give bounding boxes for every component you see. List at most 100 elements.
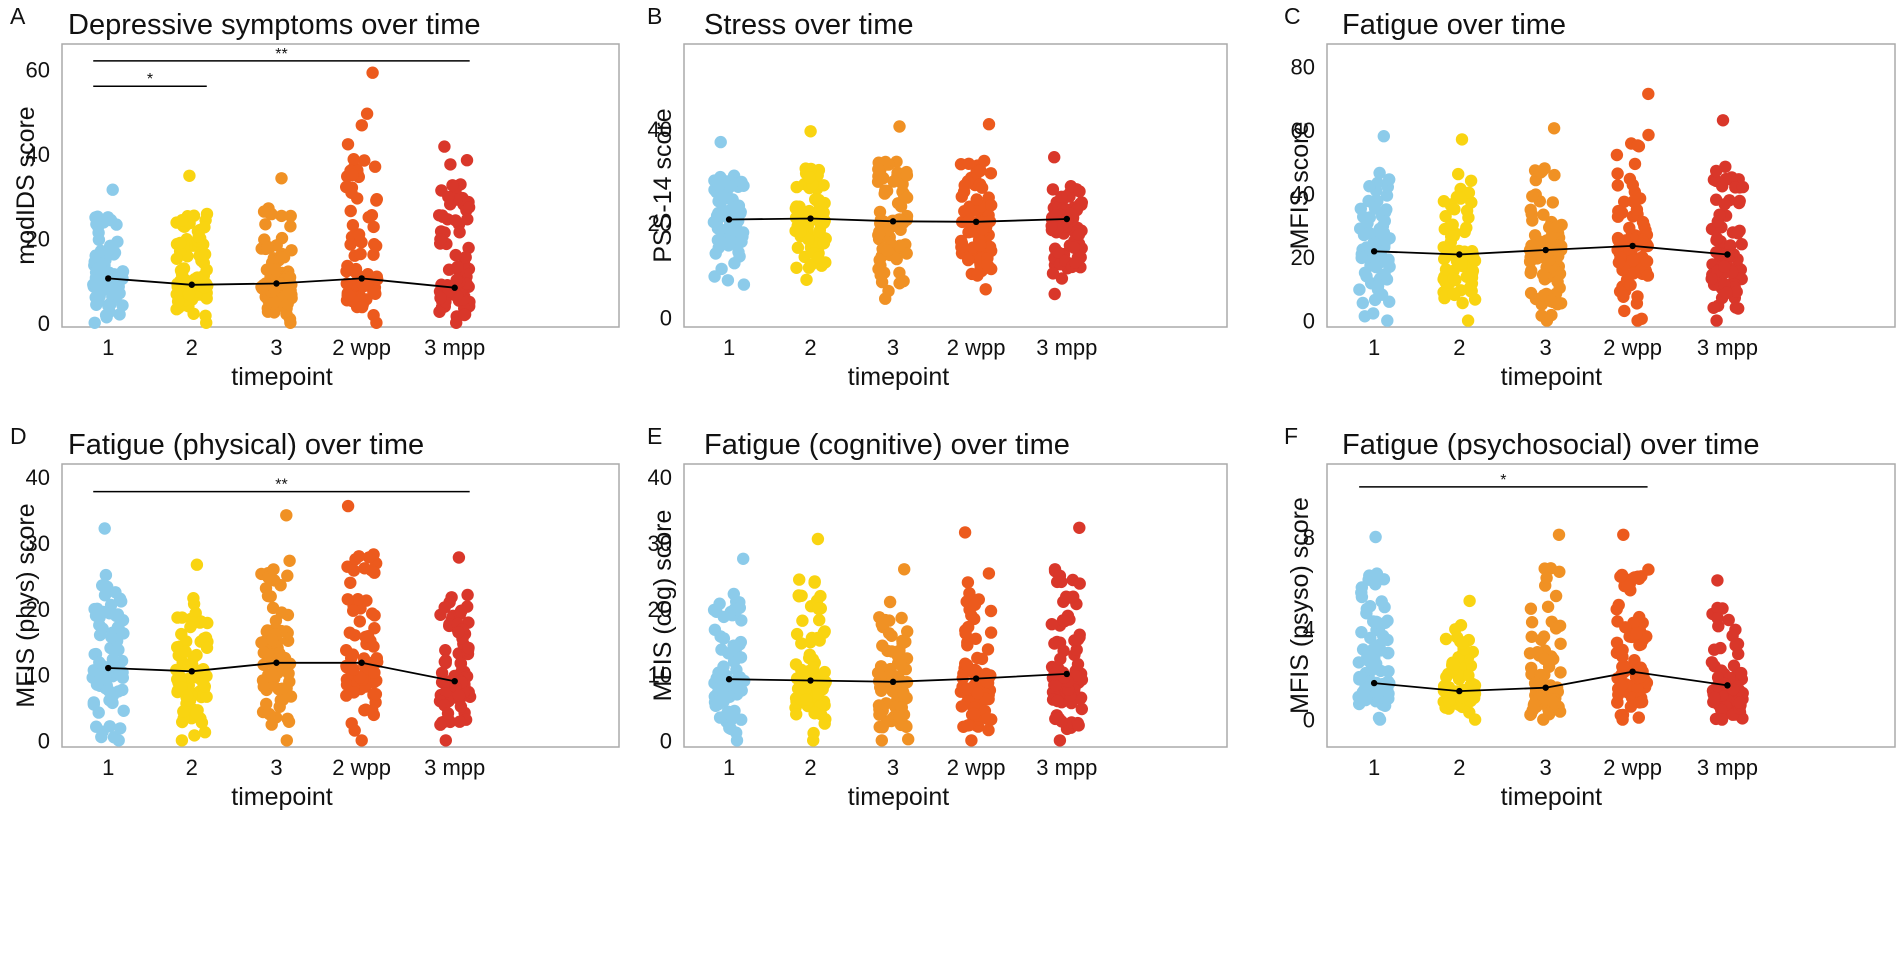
x-tick-label: 3 mpp	[1697, 335, 1758, 360]
y-tick-label: 10	[648, 663, 672, 688]
mean-marker	[1629, 668, 1636, 675]
data-point	[955, 700, 968, 713]
data-point	[1710, 314, 1723, 327]
data-point	[355, 300, 369, 314]
data-point	[355, 734, 368, 747]
data-point	[452, 626, 465, 639]
data-point	[1071, 658, 1085, 671]
data-point	[434, 291, 447, 305]
data-point	[201, 279, 214, 293]
data-point	[1367, 307, 1380, 320]
data-point	[713, 597, 726, 610]
data-point	[730, 734, 744, 747]
data-point	[1046, 183, 1060, 196]
data-point	[461, 588, 474, 602]
mean-marker	[188, 281, 195, 288]
mean-marker	[1063, 670, 1071, 678]
data-point	[1525, 630, 1538, 643]
data-point	[280, 509, 293, 522]
data-point	[1075, 702, 1089, 716]
data-point	[1438, 252, 1451, 266]
data-point	[1705, 656, 1719, 669]
x-tick-label: 3 mpp	[1036, 335, 1097, 360]
x-tick-label: 2 wpp	[947, 755, 1006, 780]
x-axis-label: timepoint	[231, 363, 332, 391]
data-point	[1554, 666, 1567, 679]
data-point	[902, 733, 915, 746]
data-point	[901, 625, 914, 638]
data-point	[284, 209, 297, 223]
data-point	[1735, 666, 1748, 680]
data-point	[808, 576, 821, 589]
data-point	[1072, 719, 1085, 732]
data-point	[1053, 734, 1067, 747]
data-point	[971, 269, 984, 282]
data-point	[1466, 264, 1480, 278]
data-point	[1462, 669, 1475, 682]
data-point	[871, 175, 885, 188]
data-point	[1465, 284, 1478, 298]
data-point	[1447, 658, 1461, 671]
data-point	[962, 253, 975, 267]
panel-title: Fatigue (psychosocial) over time	[1342, 429, 1759, 461]
data-point	[1708, 643, 1721, 656]
data-point	[183, 169, 196, 182]
data-point	[180, 635, 193, 648]
data-point	[452, 647, 465, 660]
data-point	[899, 635, 912, 648]
data-point	[1726, 629, 1739, 642]
data-point	[735, 235, 748, 248]
data-point	[1710, 164, 1723, 178]
data-point	[442, 190, 455, 204]
mean-marker	[725, 216, 733, 223]
data-point	[790, 627, 804, 641]
data-point	[340, 265, 353, 278]
data-point	[190, 558, 204, 571]
data-point	[1444, 685, 1457, 698]
y-tick-label: 10	[26, 663, 50, 688]
data-point	[971, 651, 984, 665]
data-point	[200, 292, 213, 305]
data-point	[1437, 195, 1451, 208]
panel-d: D Fatigue (physical) over time 0 10 20 30 40 1 2…	[10, 423, 620, 811]
data-point	[971, 687, 984, 700]
mean-marker	[273, 280, 280, 287]
data-point	[462, 201, 476, 214]
data-point	[1547, 652, 1560, 666]
data-point	[790, 708, 803, 721]
data-point	[1063, 591, 1077, 604]
data-point	[362, 211, 375, 224]
panel-letter: F	[1284, 423, 1298, 449]
plot-frame	[1326, 463, 1896, 748]
mean-marker	[358, 659, 365, 666]
data-point	[1722, 613, 1735, 627]
data-point	[192, 230, 205, 243]
data-point	[734, 651, 748, 664]
data-point	[369, 287, 382, 300]
data-point	[175, 214, 189, 227]
data-point	[346, 219, 360, 232]
plot-frame	[61, 463, 620, 748]
mean-marker	[972, 218, 980, 226]
data-point	[1536, 268, 1550, 281]
data-point	[454, 656, 467, 670]
data-point	[190, 648, 203, 662]
data-point	[958, 526, 972, 539]
data-point	[983, 240, 997, 254]
data-point	[717, 189, 730, 203]
data-point	[811, 676, 825, 689]
data-point	[1547, 122, 1561, 135]
data-point	[359, 703, 372, 716]
data-point	[1369, 578, 1382, 591]
data-point	[1456, 637, 1469, 650]
data-point	[970, 193, 983, 206]
data-point	[968, 707, 981, 720]
data-point	[717, 610, 730, 624]
data-point	[87, 696, 101, 709]
data-point	[347, 153, 360, 166]
data-point	[453, 715, 466, 728]
data-point	[1538, 562, 1551, 575]
data-point	[91, 262, 104, 275]
panel-letter: C	[1284, 3, 1301, 29]
